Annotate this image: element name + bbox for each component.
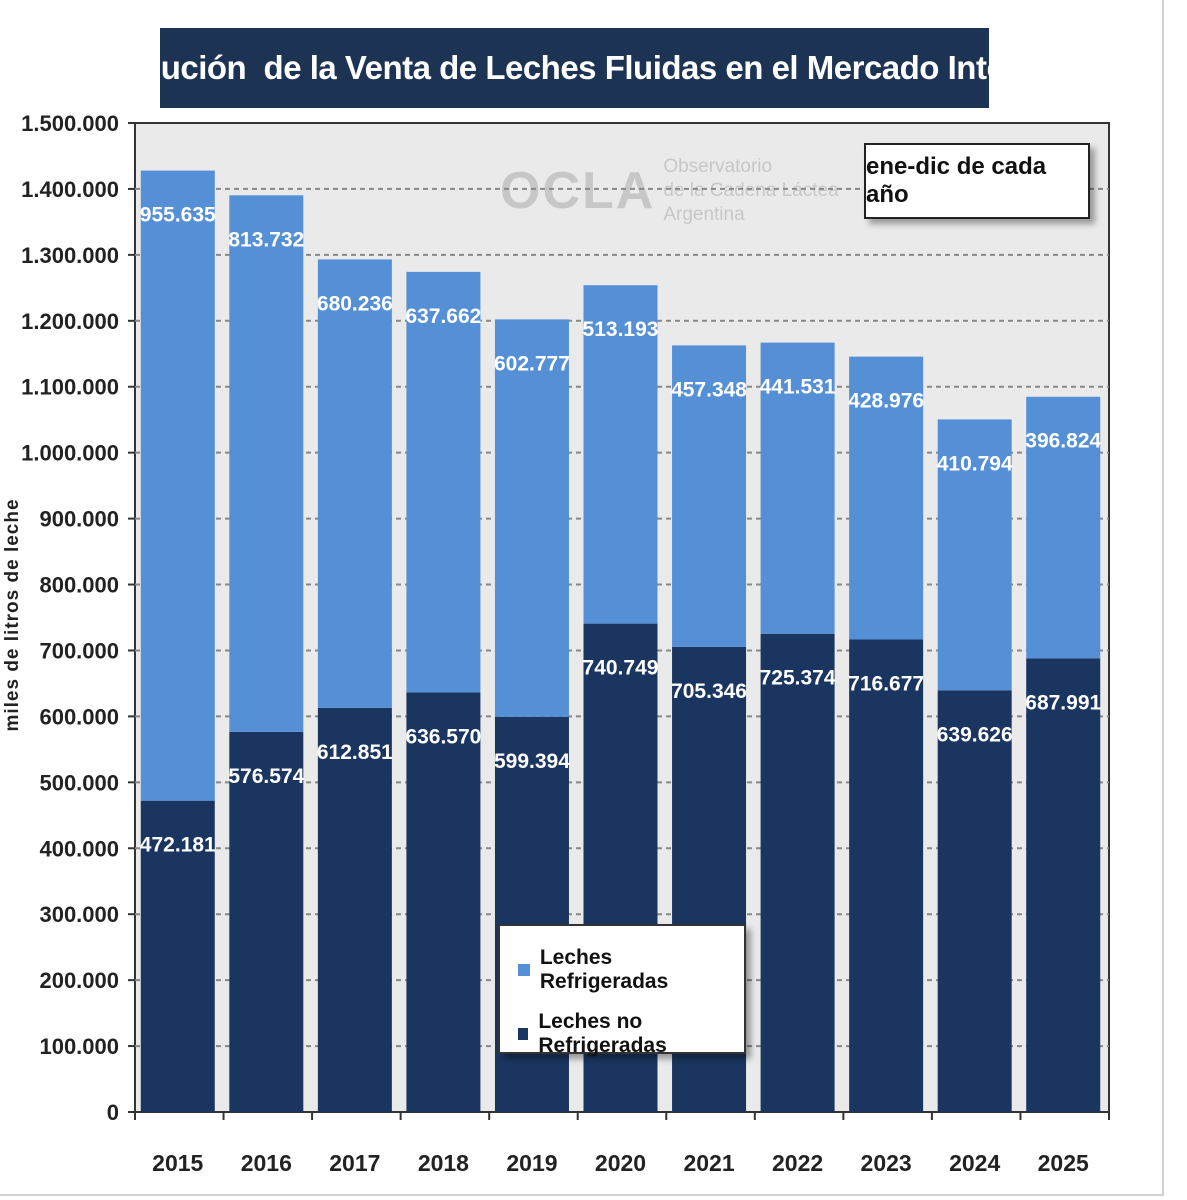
- bar-refrigeradas: [672, 345, 747, 647]
- y-tick-label: 700.000: [39, 638, 119, 663]
- y-tick-label: 1.100.000: [21, 375, 119, 400]
- bar-refrigeradas: [140, 170, 215, 801]
- bar-refrigeradas: [229, 195, 304, 732]
- y-tick-label: 500.000: [39, 770, 119, 795]
- data-label-refrigeradas: 955.635: [140, 204, 216, 227]
- bar-no-refrigeradas: [760, 633, 835, 1112]
- data-label-refrigeradas: 396.824: [1025, 430, 1101, 453]
- y-tick-label: 400.000: [39, 836, 119, 861]
- y-tick-label: 800.000: [39, 573, 119, 598]
- data-label-refrigeradas: 637.662: [405, 305, 481, 328]
- legend-label-refrigeradas: Leches Refrigeradas: [539, 946, 669, 993]
- bars: 472.181 955.635 576.574 813.732 612.851 680.2…: [140, 170, 1101, 1112]
- y-tick-label: 1.300.000: [21, 243, 119, 268]
- bar-no-refrigeradas: [229, 731, 304, 1112]
- y-axis: 0 100.000 200.000 300.000 400.000 500.000 600.…: [21, 111, 135, 1125]
- data-label-no-refrigeradas: 599.394: [494, 750, 570, 773]
- data-label-no-refrigeradas: 740.749: [583, 657, 659, 680]
- chart-title: Evolución de la Venta de Leches Fluidas …: [93, 28, 1056, 108]
- y-tick-label: 200.000: [39, 968, 119, 993]
- x-axis: 2015 2016 2017 2018 2019 2020 2021 2022 2023 2024…: [134, 1112, 1110, 1176]
- y-axis-label: miles de litros de leche: [2, 498, 23, 731]
- x-tick-label: 2019: [506, 1150, 557, 1176]
- bar-no-refrigeradas: [140, 800, 215, 1112]
- x-tick-label: 2016: [241, 1150, 292, 1176]
- data-label-refrigeradas: 680.236: [317, 292, 393, 315]
- watermark-line: Observatorio: [663, 156, 773, 177]
- bar-refrigeradas: [494, 319, 569, 717]
- x-tick-label: 2023: [861, 1150, 912, 1176]
- x-tick-label: 2020: [595, 1150, 646, 1176]
- bar-no-refrigeradas: [937, 690, 1012, 1112]
- bar-no-refrigeradas: [849, 639, 924, 1112]
- y-tick-label: 1.500.000: [21, 111, 119, 136]
- y-tick-label: 0: [107, 1100, 119, 1125]
- y-tick-label: 1.400.000: [21, 177, 119, 202]
- period-label: ene-dic de cada año: [866, 153, 1047, 208]
- bar-no-refrigeradas: [406, 692, 481, 1112]
- y-tick-label: 100.000: [39, 1034, 119, 1059]
- x-tick-label: 2022: [772, 1150, 823, 1176]
- bar-refrigeradas: [760, 342, 835, 634]
- bar-refrigeradas: [317, 259, 392, 708]
- bar-no-refrigeradas: [317, 707, 392, 1112]
- legend: Leches Refrigeradas Leches no Refrigerad…: [498, 924, 746, 1057]
- x-tick-label: 2021: [683, 1150, 734, 1176]
- data-label-no-refrigeradas: 472.181: [140, 834, 216, 857]
- x-tick-label: 2025: [1038, 1150, 1089, 1176]
- data-label-refrigeradas: 428.976: [848, 390, 924, 413]
- legend-swatch-no-refrigeradas: [518, 1028, 529, 1040]
- data-label-no-refrigeradas: 705.346: [671, 680, 747, 703]
- data-label-refrigeradas: 410.794: [937, 452, 1013, 475]
- y-tick-label: 300.000: [39, 902, 119, 927]
- data-label-no-refrigeradas: 687.991: [1025, 691, 1101, 714]
- x-tick-label: 2015: [152, 1150, 203, 1176]
- x-tick-label: 2024: [949, 1150, 1000, 1176]
- data-label-refrigeradas: 513.193: [583, 318, 659, 341]
- watermark-line: de la Cadena Láctea: [663, 179, 839, 201]
- data-label-no-refrigeradas: 576.574: [228, 765, 304, 788]
- bar-refrigeradas: [406, 271, 481, 693]
- bar-refrigeradas: [1026, 396, 1101, 659]
- ocla-watermark: OCLA Observatorio de la Cadena Láctea Ar…: [500, 155, 839, 226]
- bar-refrigeradas: [849, 356, 924, 640]
- data-label-no-refrigeradas: 612.851: [317, 741, 393, 764]
- data-label-refrigeradas: 441.531: [760, 376, 836, 399]
- ocla-watermark-text: Observatorio de la Cadena Láctea Argenti…: [663, 155, 838, 226]
- data-label-refrigeradas: 813.732: [228, 228, 304, 251]
- chart-title-text: Evolución de la Venta de Leches Fluidas …: [93, 49, 1056, 86]
- ocla-logo: OCLA: [500, 161, 656, 220]
- y-tick-label: 1.200.000: [21, 309, 119, 334]
- data-label-no-refrigeradas: 716.677: [848, 672, 924, 695]
- x-tick-label: 2017: [329, 1150, 380, 1176]
- chart-frame: [0, 0, 1164, 1196]
- bar-refrigeradas: [937, 419, 1012, 691]
- y-tick-label: 1.000.000: [21, 441, 119, 466]
- data-label-no-refrigeradas: 639.626: [937, 723, 1013, 746]
- bar-refrigeradas: [583, 285, 658, 624]
- x-tick-label: 2018: [418, 1150, 469, 1176]
- legend-item-no-refrigeradas: Leches no Refrigeradas: [518, 1010, 744, 1058]
- bar-no-refrigeradas: [1026, 658, 1101, 1112]
- legend-label-no-refrigeradas: Leches no Refrigeradas: [538, 1010, 667, 1057]
- y-tick-label: 600.000: [39, 704, 119, 729]
- data-label-no-refrigeradas: 636.570: [405, 725, 481, 748]
- data-label-refrigeradas: 457.348: [671, 378, 747, 401]
- legend-item-refrigeradas: Leches Refrigeradas: [518, 946, 744, 994]
- legend-swatch-refrigeradas: [518, 964, 530, 976]
- data-label-refrigeradas: 602.777: [494, 352, 570, 375]
- period-label-box: ene-dic de cada año: [864, 143, 1090, 219]
- watermark-line: Argentina: [663, 203, 745, 225]
- y-tick-label: 900.000: [39, 507, 119, 532]
- data-label-no-refrigeradas: 725.374: [760, 667, 836, 690]
